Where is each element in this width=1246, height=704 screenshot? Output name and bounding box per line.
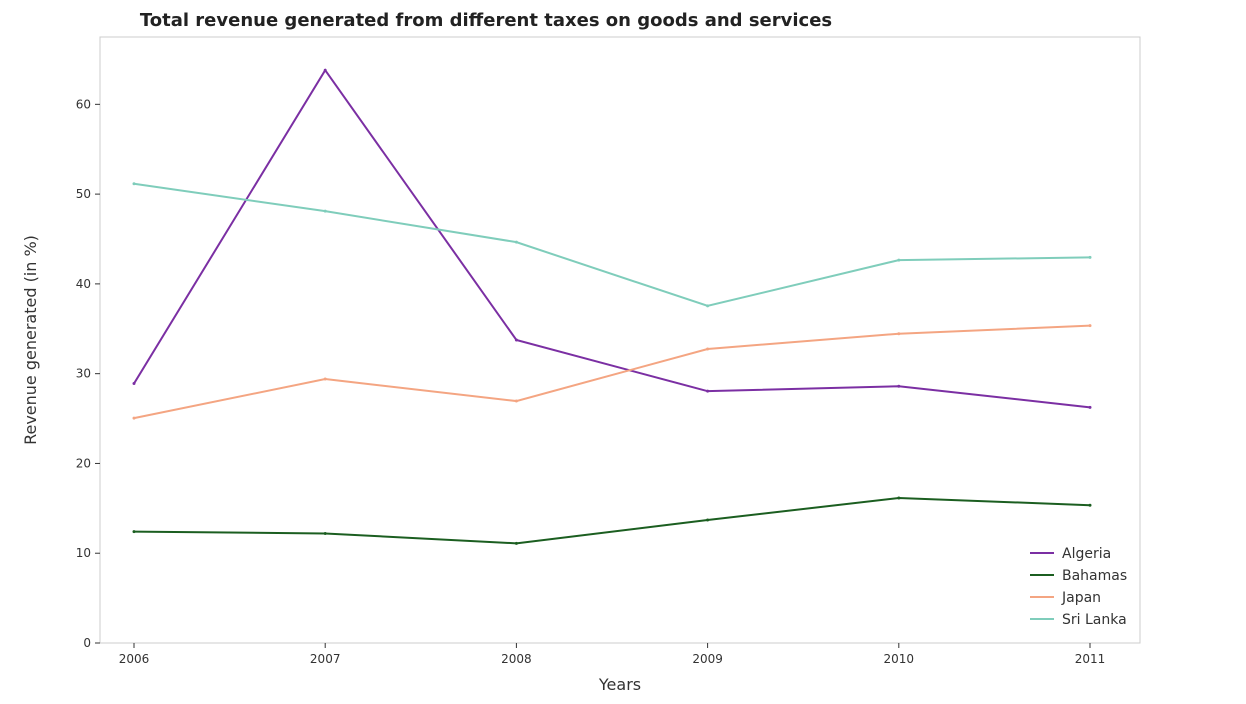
x-tick-label: 2006 xyxy=(119,652,150,666)
series-lines xyxy=(132,68,1092,545)
data-point-bahamas xyxy=(706,518,710,522)
y-tick-label: 20 xyxy=(76,456,91,470)
legend-label-bahamas: Bahamas xyxy=(1062,568,1127,584)
y-tick-label: 40 xyxy=(76,277,91,291)
y-axis: 0 10 20 30 40 50 60 xyxy=(76,97,100,650)
data-point-bahamas xyxy=(897,496,901,500)
y-tick-label: 0 xyxy=(83,636,91,650)
data-point-algeria xyxy=(706,389,710,393)
data-point-sri-lanka xyxy=(1088,255,1092,259)
legend: Algeria Bahamas Japan Sri Lanka xyxy=(1030,546,1127,628)
data-point-sri-lanka xyxy=(706,304,710,308)
x-axis: 2006 2007 2008 2009 2010 2011 xyxy=(119,643,1106,666)
legend-label-japan: Japan xyxy=(1061,590,1101,606)
data-point-bahamas xyxy=(514,541,518,545)
plot-area xyxy=(99,36,1141,644)
data-point-japan xyxy=(1088,324,1092,328)
series-line-bahamas xyxy=(133,497,1091,545)
x-tick-label: 2008 xyxy=(501,652,532,666)
x-tick-label: 2010 xyxy=(884,652,915,666)
y-tick-label: 60 xyxy=(76,97,91,111)
chart-title: Total revenue generated from different t… xyxy=(140,10,832,31)
y-tick-label: 30 xyxy=(76,367,91,381)
data-point-sri-lanka xyxy=(132,182,136,186)
data-point-japan xyxy=(323,377,327,381)
data-point-sri-lanka xyxy=(514,240,518,244)
series-line-algeria xyxy=(133,68,1091,409)
data-point-japan xyxy=(706,347,710,351)
data-point-algeria xyxy=(514,338,518,342)
data-point-algeria xyxy=(1088,405,1092,409)
data-point-bahamas xyxy=(132,530,136,534)
series-line-japan xyxy=(133,324,1091,420)
data-point-japan xyxy=(897,332,901,336)
x-tick-label: 2007 xyxy=(310,652,341,666)
series-line-sri-lanka xyxy=(133,182,1091,307)
legend-label-algeria: Algeria xyxy=(1062,546,1111,562)
x-axis-label: Years xyxy=(598,675,641,694)
data-point-algeria xyxy=(132,382,136,386)
legend-label-sri-lanka: Sri Lanka xyxy=(1062,612,1127,628)
data-point-algeria xyxy=(323,68,327,72)
x-tick-label: 2009 xyxy=(692,652,723,666)
data-point-bahamas xyxy=(1088,503,1092,507)
y-tick-label: 50 xyxy=(76,187,91,201)
x-tick-label: 2011 xyxy=(1075,652,1106,666)
data-point-sri-lanka xyxy=(897,258,901,262)
data-point-japan xyxy=(514,399,518,403)
data-point-algeria xyxy=(897,384,901,388)
y-tick-label: 10 xyxy=(76,546,91,560)
data-point-sri-lanka xyxy=(323,209,327,213)
data-point-japan xyxy=(132,416,136,420)
y-axis-label: Revenue generated (in %) xyxy=(21,235,40,445)
data-point-bahamas xyxy=(323,531,327,535)
